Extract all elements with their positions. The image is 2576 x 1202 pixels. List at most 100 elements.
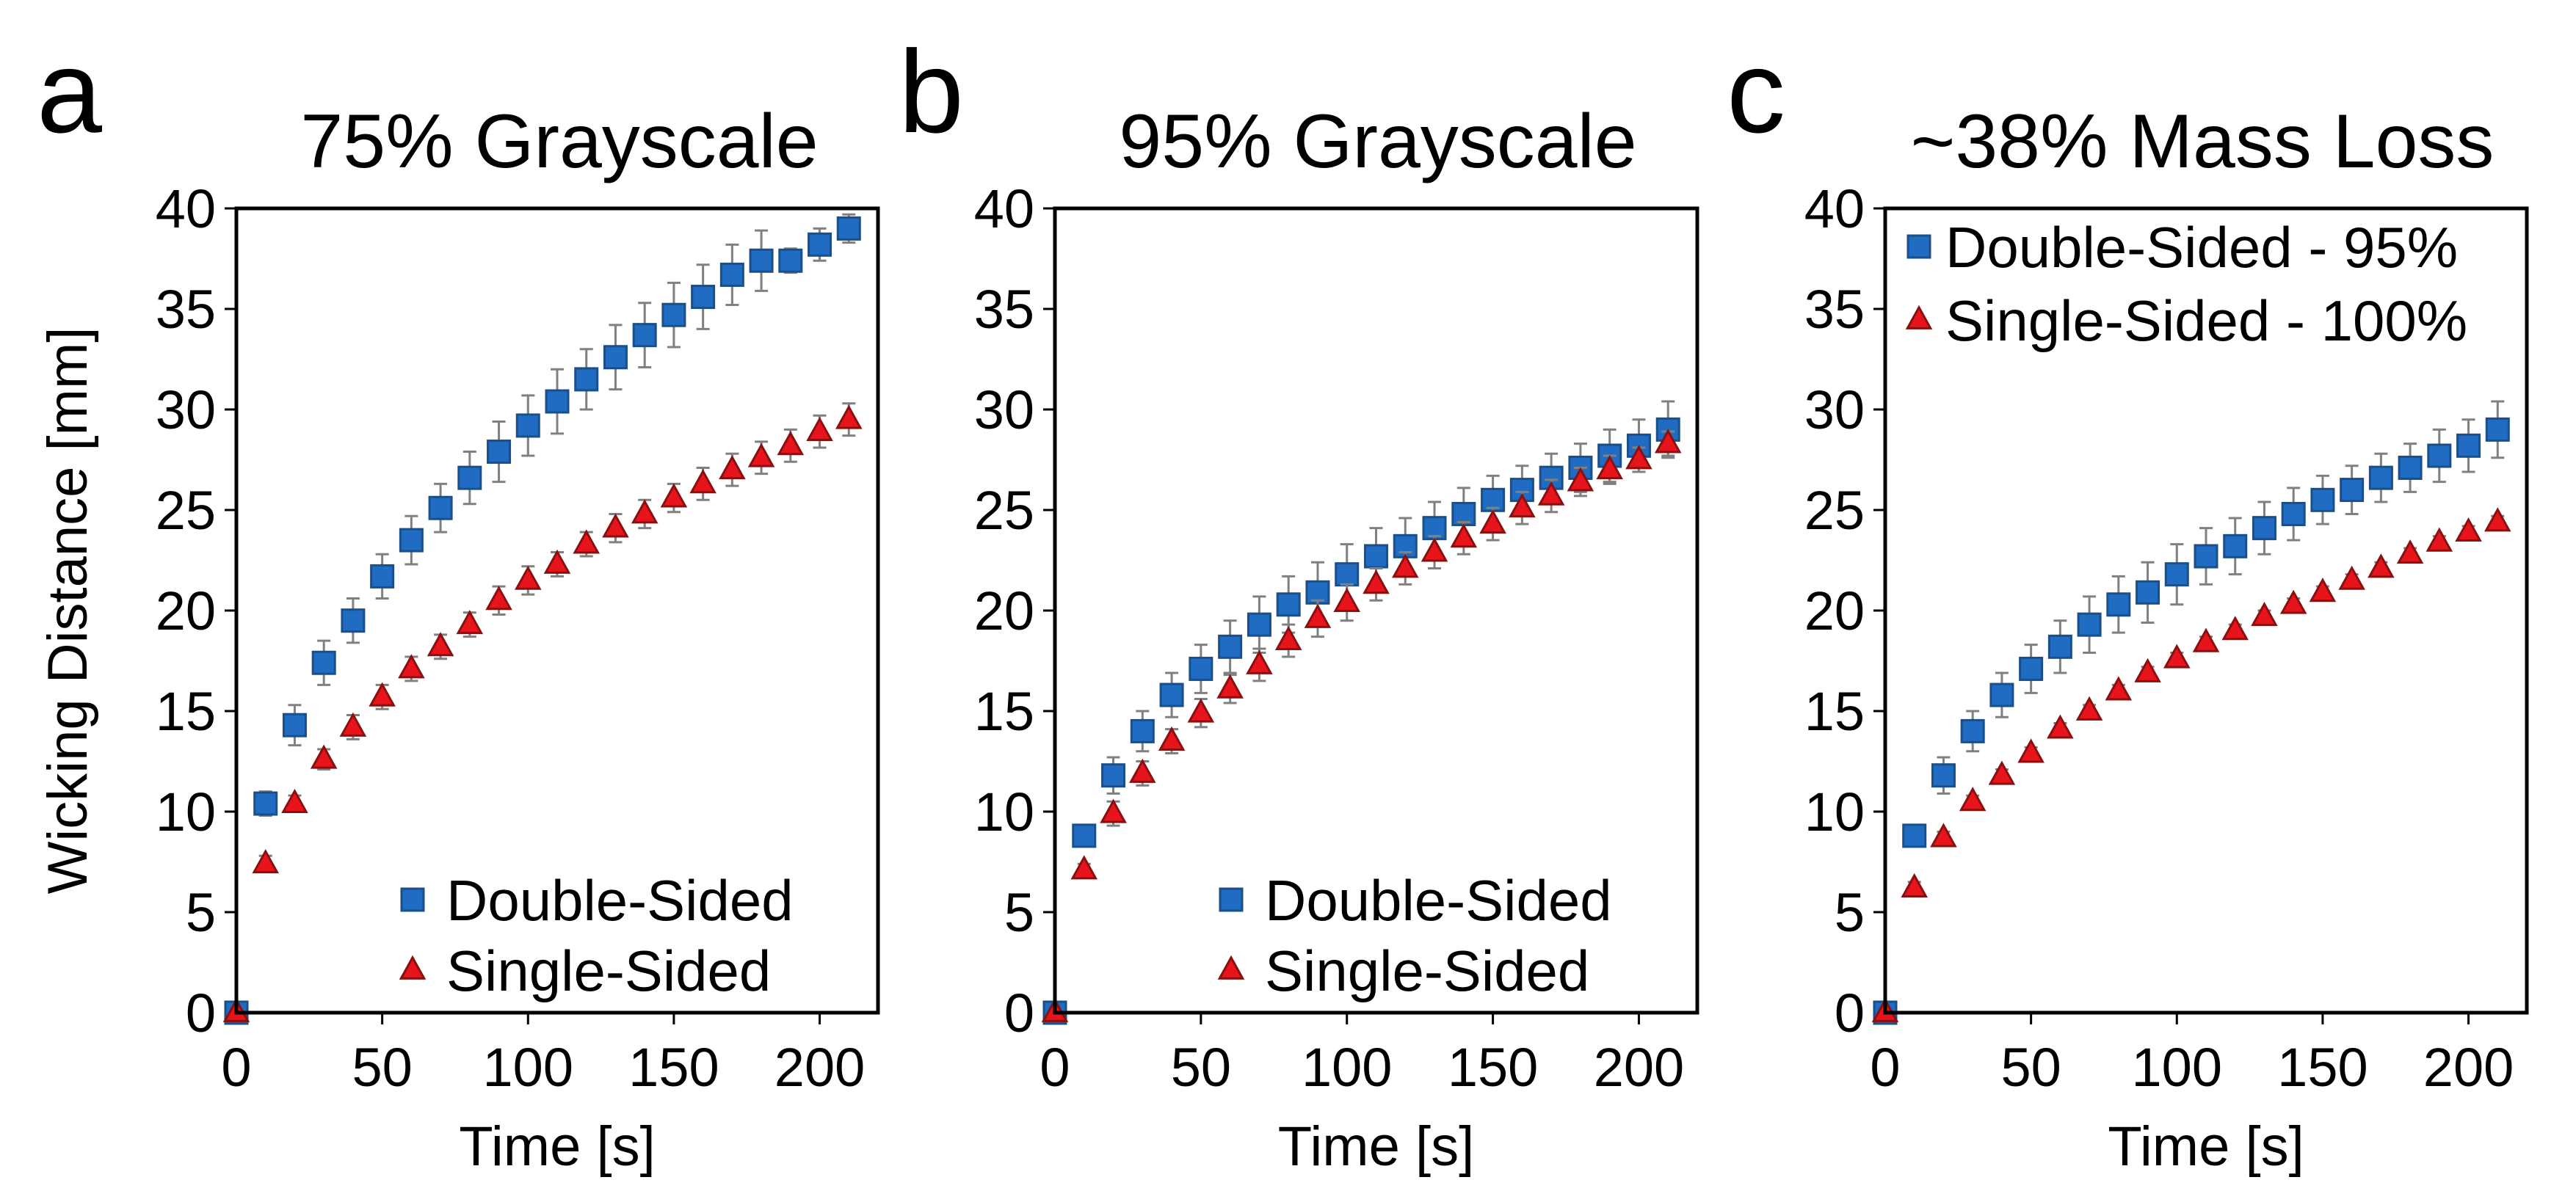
triangle-marker: [1654, 429, 1682, 454]
square-marker: [515, 413, 540, 438]
square-marker: [1072, 823, 1097, 848]
y-tick-label: 25: [1804, 480, 1865, 541]
triangle-marker: [777, 431, 805, 456]
x-tick-label: 0: [1870, 1037, 1900, 1098]
triangle-marker: [1333, 587, 1361, 612]
square-marker: [1101, 763, 1126, 788]
x-tick-label: 100: [483, 1037, 573, 1098]
y-tick-label: 40: [156, 178, 216, 239]
triangle-marker: [1187, 698, 1215, 723]
legend-label: Double-Sided: [1265, 868, 1612, 933]
y-tick-label: 0: [186, 983, 216, 1043]
triangle-marker: [689, 469, 716, 494]
triangle-marker: [2047, 714, 2074, 739]
square-marker: [1130, 718, 1155, 743]
square-marker: [1989, 682, 2014, 707]
y-tick-label: 20: [156, 580, 216, 641]
y-tick-label: 20: [974, 580, 1034, 641]
triangle-marker: [2192, 627, 2220, 652]
square-marker: [1902, 823, 1927, 848]
y-tick-label: 0: [1835, 983, 1865, 1043]
legend-label: Double-Sided: [446, 868, 794, 933]
square-marker: [428, 495, 453, 520]
x-tick-label: 0: [221, 1037, 251, 1098]
triangle-marker: [747, 442, 775, 467]
x-axis-label: Time [s]: [459, 1115, 655, 1178]
y-tick-label: 10: [1804, 782, 1865, 842]
square-marker: [2368, 465, 2393, 490]
legend-triangle-marker: [1217, 955, 1245, 980]
y-tick-label: 35: [156, 279, 216, 340]
x-tick-label: 150: [628, 1037, 719, 1098]
triangle-marker: [2017, 738, 2045, 763]
triangle-marker: [543, 549, 571, 574]
triangle-marker: [2251, 602, 2278, 627]
triangle-marker: [281, 788, 308, 813]
square-marker: [1931, 763, 1956, 788]
square-marker: [574, 367, 599, 392]
y-tick-label: 15: [974, 681, 1034, 742]
triangle-marker: [456, 609, 484, 635]
y-tick-label: 5: [1004, 882, 1034, 943]
triangle-marker: [398, 654, 425, 679]
square-marker: [2281, 501, 2306, 526]
x-tick-label: 50: [352, 1037, 412, 1098]
square-marker: [1364, 544, 1388, 569]
y-tick-label: 40: [1804, 178, 1865, 239]
triangle-marker: [369, 682, 396, 707]
y-tick-label: 25: [156, 480, 216, 541]
y-tick-label: 15: [1804, 681, 1865, 742]
square-marker: [632, 323, 657, 348]
triangle-marker: [573, 529, 601, 554]
legend-label: Single-Sided: [1265, 939, 1589, 1003]
x-tick-label: 200: [2423, 1037, 2514, 1098]
square-marker: [836, 216, 861, 241]
y-tick-label: 40: [974, 178, 1034, 239]
square-marker: [2019, 656, 2044, 681]
triangle-marker: [2075, 696, 2103, 721]
triangle-marker: [252, 849, 280, 874]
triangle-marker: [631, 499, 658, 524]
y-tick-label: 35: [1804, 279, 1865, 340]
plot-frame: [234, 206, 880, 1015]
square-marker: [545, 389, 570, 414]
panel-c: c ~38% Mass Loss 0 5 10 15 20 25 30 35 40 0 50 100 150…: [1727, 26, 2529, 1178]
square-marker: [2398, 455, 2423, 480]
legend-triangle-marker: [399, 955, 427, 980]
square-marker: [2310, 487, 2335, 512]
panel-letter: b: [899, 26, 964, 157]
square-marker: [457, 465, 482, 490]
square-marker: [1189, 656, 1213, 681]
square-marker: [2106, 592, 2131, 617]
triangle-marker: [1509, 493, 1536, 518]
legend-triangle-marker: [1905, 305, 1933, 329]
legend-label: Single-Sided - 100%: [1945, 288, 2467, 353]
square-marker: [2164, 562, 2189, 587]
square-marker: [2427, 443, 2452, 468]
triangle-marker: [1988, 760, 2016, 785]
square-marker: [749, 248, 774, 273]
triangle-marker: [1625, 445, 1652, 470]
triangle-marker: [719, 454, 746, 480]
x-axis-label: Time [s]: [2108, 1115, 2304, 1178]
triangle-marker: [427, 632, 454, 657]
triangle-marker: [602, 513, 629, 538]
square-marker: [2252, 516, 2276, 541]
triangle-marker: [2368, 553, 2395, 578]
triangle-marker: [1216, 674, 1244, 699]
panel-a: a 75% Grayscale 0 5 10 15 20 25 30 35 40 0 50 100 150 2…: [37, 26, 880, 1178]
x-tick-label: 50: [2000, 1037, 2061, 1098]
square-marker: [661, 302, 686, 327]
triangle-marker: [806, 416, 833, 442]
square-marker: [778, 248, 803, 273]
panel-b: b 95% Grayscale 0 5 10 15 20 25 30 35 40 0 50 100 150 2…: [899, 26, 1699, 1178]
legend-label: Double-Sided - 95%: [1945, 215, 2458, 280]
x-axis-label: Time [s]: [1278, 1115, 1474, 1178]
panel-letter: a: [37, 26, 102, 157]
x-tick-label: 100: [2132, 1037, 2222, 1098]
square-marker: [311, 650, 336, 675]
triangle-marker: [660, 483, 688, 508]
y-tick-label: 0: [1004, 983, 1034, 1043]
triangle-marker: [2134, 658, 2161, 682]
